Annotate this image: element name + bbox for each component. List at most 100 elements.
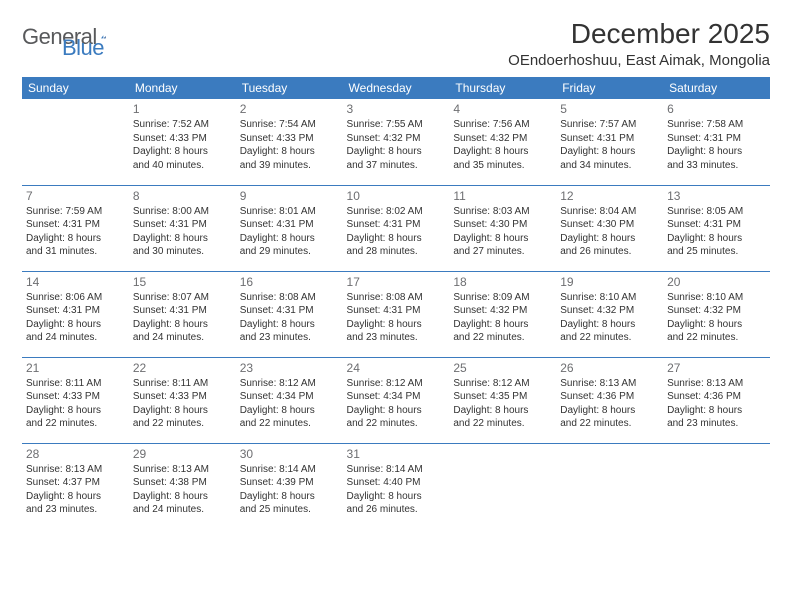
info-line-sr: Sunrise: 8:03 AM	[453, 205, 552, 219]
calendar-cell: 7Sunrise: 7:59 AMSunset: 4:31 PMDaylight…	[22, 185, 129, 271]
info-line-sr: Sunrise: 8:08 AM	[240, 291, 339, 305]
info-line-ss: Sunset: 4:33 PM	[26, 390, 125, 404]
info-line-d1: Daylight: 8 hours	[240, 145, 339, 159]
calendar-cell: 16 Sunrise: 8:08 AMSunset: 4:31 PMDayligh…	[236, 271, 343, 357]
info-line-d2: and 22 minutes.	[453, 417, 552, 431]
day-info: Sunrise: 8:12 AMSunset: 4:34 PMDaylight:…	[240, 377, 339, 431]
day-number: 5	[560, 102, 659, 116]
info-line-d2: and 22 minutes.	[347, 417, 446, 431]
calendar-row: 7Sunrise: 7:59 AMSunset: 4:31 PMDaylight…	[22, 185, 770, 271]
info-line-ss: Sunset: 4:34 PM	[240, 390, 339, 404]
info-line-d1: Daylight: 8 hours	[453, 232, 552, 246]
calendar-cell: 4Sunrise: 7:56 AMSunset: 4:32 PMDaylight…	[449, 99, 556, 185]
day-info: Sunrise: 8:12 AMSunset: 4:35 PMDaylight:…	[453, 377, 552, 431]
info-line-d2: and 40 minutes.	[133, 159, 232, 173]
day-info: Sunrise: 8:13 AMSunset: 4:37 PMDaylight:…	[26, 463, 125, 517]
info-line-d2: and 30 minutes.	[133, 245, 232, 259]
info-line-sr: Sunrise: 8:14 AM	[240, 463, 339, 477]
info-line-sr: Sunrise: 8:10 AM	[560, 291, 659, 305]
info-line-d1: Daylight: 8 hours	[26, 232, 125, 246]
day-info: Sunrise: 8:14 AMSunset: 4:40 PMDaylight:…	[347, 463, 446, 517]
info-line-d1: Daylight: 8 hours	[347, 318, 446, 332]
info-line-sr: Sunrise: 8:05 AM	[667, 205, 766, 219]
info-line-d1: Daylight: 8 hours	[26, 318, 125, 332]
info-line-d2: and 25 minutes.	[240, 503, 339, 517]
calendar-cell: 15 Sunrise: 8:07 AMSunset: 4:31 PMDayligh…	[129, 271, 236, 357]
info-line-ss: Sunset: 4:31 PM	[560, 132, 659, 146]
info-line-d2: and 22 minutes.	[667, 331, 766, 345]
info-line-d1: Daylight: 8 hours	[133, 490, 232, 504]
day-info: Sunrise: 8:13 AMSunset: 4:38 PMDaylight:…	[133, 463, 232, 517]
day-number: 8	[133, 189, 232, 203]
info-line-sr: Sunrise: 8:08 AM	[347, 291, 446, 305]
info-line-ss: Sunset: 4:37 PM	[26, 476, 125, 490]
calendar-cell: 31Sunrise: 8:14 AMSunset: 4:40 PMDayligh…	[343, 443, 450, 529]
info-line-d2: and 27 minutes.	[453, 245, 552, 259]
info-line-ss: Sunset: 4:30 PM	[560, 218, 659, 232]
day-number: 4	[453, 102, 552, 116]
calendar-cell: 25Sunrise: 8:12 AMSunset: 4:35 PMDayligh…	[449, 357, 556, 443]
day-info: Sunrise: 8:07 AMSunset: 4:31 PMDaylight:…	[133, 291, 232, 345]
weekday-header-row: Sunday Monday Tuesday Wednesday Thursday…	[22, 77, 770, 99]
info-line-sr: Sunrise: 7:52 AM	[133, 118, 232, 132]
day-info: Sunrise: 8:13 AMSunset: 4:36 PMDaylight:…	[667, 377, 766, 431]
day-number: 6	[667, 102, 766, 116]
info-line-d2: and 29 minutes.	[240, 245, 339, 259]
info-line-sr: Sunrise: 8:13 AM	[26, 463, 125, 477]
calendar-cell: 26Sunrise: 8:13 AMSunset: 4:36 PMDayligh…	[556, 357, 663, 443]
weekday-header: Monday	[129, 77, 236, 99]
info-line-d1: Daylight: 8 hours	[26, 404, 125, 418]
calendar-row: 21Sunrise: 8:11 AMSunset: 4:33 PMDayligh…	[22, 357, 770, 443]
weekday-header: Wednesday	[343, 77, 450, 99]
calendar-cell-empty	[663, 443, 770, 529]
calendar-cell: 9Sunrise: 8:01 AMSunset: 4:31 PMDaylight…	[236, 185, 343, 271]
info-line-d1: Daylight: 8 hours	[667, 232, 766, 246]
info-line-ss: Sunset: 4:32 PM	[453, 304, 552, 318]
info-line-ss: Sunset: 4:31 PM	[240, 218, 339, 232]
day-number: 9	[240, 189, 339, 203]
day-number: 2	[240, 102, 339, 116]
info-line-d1: Daylight: 8 hours	[560, 318, 659, 332]
calendar-cell: 21Sunrise: 8:11 AMSunset: 4:33 PMDayligh…	[22, 357, 129, 443]
day-number: 15	[133, 275, 232, 289]
calendar-cell-empty	[449, 443, 556, 529]
info-line-ss: Sunset: 4:40 PM	[347, 476, 446, 490]
weekday-header: Friday	[556, 77, 663, 99]
info-line-sr: Sunrise: 8:10 AM	[667, 291, 766, 305]
info-line-ss: Sunset: 4:36 PM	[560, 390, 659, 404]
info-line-sr: Sunrise: 8:02 AM	[347, 205, 446, 219]
info-line-d1: Daylight: 8 hours	[560, 145, 659, 159]
info-line-sr: Sunrise: 8:07 AM	[133, 291, 232, 305]
info-line-sr: Sunrise: 8:09 AM	[453, 291, 552, 305]
day-info: Sunrise: 7:52 AMSunset: 4:33 PMDaylight:…	[133, 118, 232, 172]
info-line-d1: Daylight: 8 hours	[347, 232, 446, 246]
info-line-ss: Sunset: 4:31 PM	[26, 218, 125, 232]
info-line-sr: Sunrise: 7:58 AM	[667, 118, 766, 132]
day-info: Sunrise: 8:09 AMSunset: 4:32 PMDaylight:…	[453, 291, 552, 345]
day-number: 16	[240, 275, 339, 289]
day-number: 1	[133, 102, 232, 116]
info-line-ss: Sunset: 4:31 PM	[240, 304, 339, 318]
day-number: 13	[667, 189, 766, 203]
day-number: 24	[347, 361, 446, 375]
info-line-ss: Sunset: 4:38 PM	[133, 476, 232, 490]
logo-text-blue: Blue	[62, 35, 104, 60]
info-line-d1: Daylight: 8 hours	[240, 318, 339, 332]
calendar-cell: 5Sunrise: 7:57 AMSunset: 4:31 PMDaylight…	[556, 99, 663, 185]
day-number: 17	[347, 275, 446, 289]
info-line-sr: Sunrise: 8:06 AM	[26, 291, 125, 305]
calendar-cell: 12Sunrise: 8:04 AMSunset: 4:30 PMDayligh…	[556, 185, 663, 271]
info-line-ss: Sunset: 4:30 PM	[453, 218, 552, 232]
info-line-ss: Sunset: 4:34 PM	[347, 390, 446, 404]
info-line-d1: Daylight: 8 hours	[347, 145, 446, 159]
day-number: 14	[26, 275, 125, 289]
info-line-sr: Sunrise: 8:11 AM	[26, 377, 125, 391]
calendar-cell: 10Sunrise: 8:02 AMSunset: 4:31 PMDayligh…	[343, 185, 450, 271]
day-number: 7	[26, 189, 125, 203]
day-number: 23	[240, 361, 339, 375]
info-line-d2: and 22 minutes.	[560, 331, 659, 345]
day-info: Sunrise: 8:11 AMSunset: 4:33 PMDaylight:…	[26, 377, 125, 431]
info-line-d2: and 23 minutes.	[26, 503, 125, 517]
info-line-ss: Sunset: 4:31 PM	[347, 304, 446, 318]
info-line-ss: Sunset: 4:31 PM	[667, 218, 766, 232]
